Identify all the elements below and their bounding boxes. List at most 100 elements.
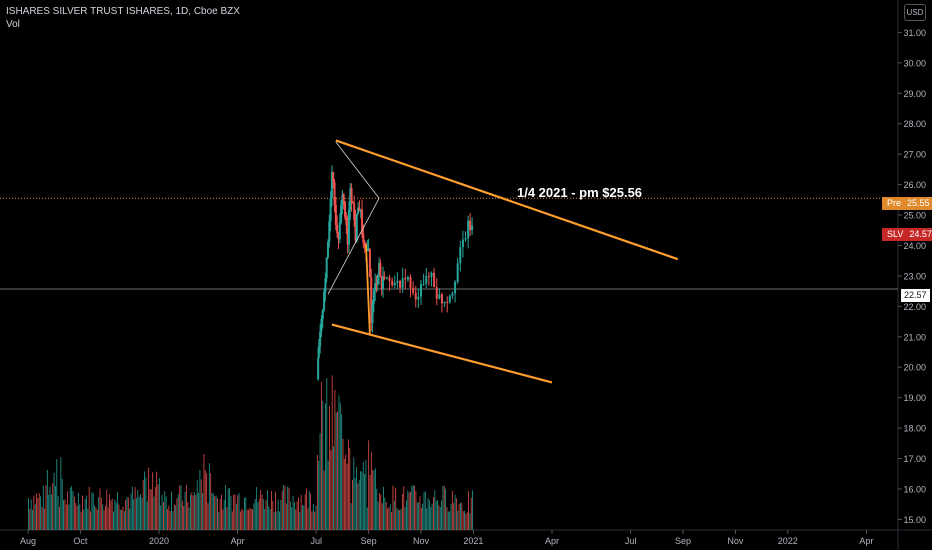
volume-bar bbox=[430, 506, 432, 530]
volume-bar bbox=[115, 502, 117, 530]
volume-bar bbox=[269, 509, 271, 530]
volume-bar bbox=[241, 508, 243, 530]
volume-bar bbox=[221, 494, 222, 530]
volume-bar bbox=[416, 502, 418, 530]
x-tick-label: Apr bbox=[859, 536, 873, 546]
volume-bar bbox=[327, 460, 329, 530]
y-tick-label: 24.00 bbox=[903, 241, 926, 251]
volume-bar bbox=[258, 498, 260, 530]
pattern-trendline bbox=[335, 141, 380, 199]
candle-body bbox=[325, 257, 328, 279]
y-tick-label: 23.00 bbox=[903, 271, 926, 281]
volume-bar bbox=[75, 502, 77, 530]
volume-bar bbox=[372, 470, 374, 530]
chart-annotation[interactable]: 1/4 2021 - pm $25.56 bbox=[517, 185, 643, 200]
volume-bar bbox=[71, 486, 73, 530]
volume-bar bbox=[361, 471, 363, 530]
candle-body bbox=[337, 233, 340, 240]
volume-bar bbox=[69, 487, 71, 530]
volume-bar bbox=[334, 389, 336, 530]
volume-bar bbox=[312, 503, 314, 530]
candle-body bbox=[342, 194, 345, 202]
volume-bar bbox=[383, 486, 384, 530]
candle-body bbox=[467, 220, 470, 239]
volume-bar bbox=[437, 500, 438, 530]
volume-bar bbox=[194, 492, 195, 530]
volume-bar bbox=[393, 500, 395, 530]
volume-bar bbox=[91, 492, 93, 530]
x-tick-label: Sep bbox=[675, 536, 691, 546]
candle-body bbox=[401, 278, 404, 288]
volume-bar bbox=[121, 509, 123, 530]
volume-bar bbox=[403, 486, 405, 530]
y-tick-label: 16.00 bbox=[903, 484, 926, 494]
volume-bar bbox=[167, 509, 168, 530]
candle-body bbox=[347, 209, 350, 245]
volume-bar bbox=[161, 494, 163, 530]
volume-bar bbox=[333, 446, 334, 530]
candle-body bbox=[383, 276, 386, 279]
volume-bar bbox=[343, 458, 345, 530]
volume-bar bbox=[169, 511, 171, 530]
volume-bar bbox=[223, 499, 225, 530]
volume-bar bbox=[319, 433, 321, 530]
volume-bar bbox=[29, 508, 31, 530]
volume-bar bbox=[446, 507, 448, 530]
y-tick-label: 28.00 bbox=[903, 119, 926, 129]
x-tick-label: Aug bbox=[20, 536, 36, 546]
volume-bar bbox=[318, 460, 320, 530]
volume-bar bbox=[77, 492, 79, 530]
volume-bar bbox=[401, 494, 403, 530]
volume-bar bbox=[285, 503, 287, 530]
volume-bar bbox=[87, 508, 89, 530]
candle-body bbox=[438, 294, 441, 299]
volume-bar bbox=[53, 472, 55, 530]
volume-bar bbox=[99, 488, 101, 530]
candle-body bbox=[366, 248, 369, 251]
volume-bar bbox=[310, 493, 312, 530]
candle-body bbox=[357, 207, 360, 215]
volume-bar bbox=[207, 503, 209, 530]
candle-body bbox=[378, 263, 381, 276]
volume-bar bbox=[82, 495, 83, 530]
candle-body bbox=[363, 242, 366, 247]
volume-bar bbox=[114, 499, 116, 530]
volume-bar bbox=[331, 375, 333, 530]
candle-body bbox=[346, 225, 349, 245]
candle-body bbox=[368, 248, 371, 277]
volume-bar bbox=[299, 511, 301, 530]
candle-body bbox=[459, 247, 462, 264]
volume-bar bbox=[279, 511, 280, 530]
volume-bar bbox=[248, 509, 249, 530]
volume-bar bbox=[234, 494, 236, 530]
volume-bar bbox=[424, 491, 426, 530]
volume-bar bbox=[96, 509, 98, 530]
volume-bar bbox=[242, 510, 244, 530]
legend-title: ISHARES SILVER TRUST ISHARES, 1D, Cboe B… bbox=[6, 6, 240, 17]
volume-bar bbox=[374, 468, 376, 530]
volume-bar bbox=[337, 411, 339, 530]
volume-bar bbox=[362, 462, 364, 530]
volume-bar bbox=[217, 498, 218, 530]
candle-body bbox=[355, 214, 358, 241]
candle-body bbox=[324, 278, 327, 292]
pre-market-symbol: Pre bbox=[887, 198, 902, 208]
volume-bar bbox=[212, 493, 214, 530]
volume-bar bbox=[84, 499, 86, 530]
x-tick-label: Oct bbox=[73, 536, 88, 546]
volume-bar bbox=[222, 509, 224, 530]
volume-bar bbox=[277, 499, 279, 530]
volume-bar bbox=[272, 500, 274, 530]
currency-button[interactable]: USD bbox=[904, 4, 926, 21]
volume-bar bbox=[211, 492, 213, 530]
candle-body bbox=[317, 346, 320, 358]
volume-bar bbox=[127, 497, 129, 530]
volume-bar bbox=[42, 485, 44, 530]
volume-bar bbox=[293, 502, 295, 530]
volume-bar bbox=[86, 495, 87, 530]
candle-body bbox=[406, 277, 409, 280]
volume-bar bbox=[80, 511, 82, 530]
volume-bar bbox=[231, 511, 233, 530]
volume-bar bbox=[380, 494, 382, 530]
